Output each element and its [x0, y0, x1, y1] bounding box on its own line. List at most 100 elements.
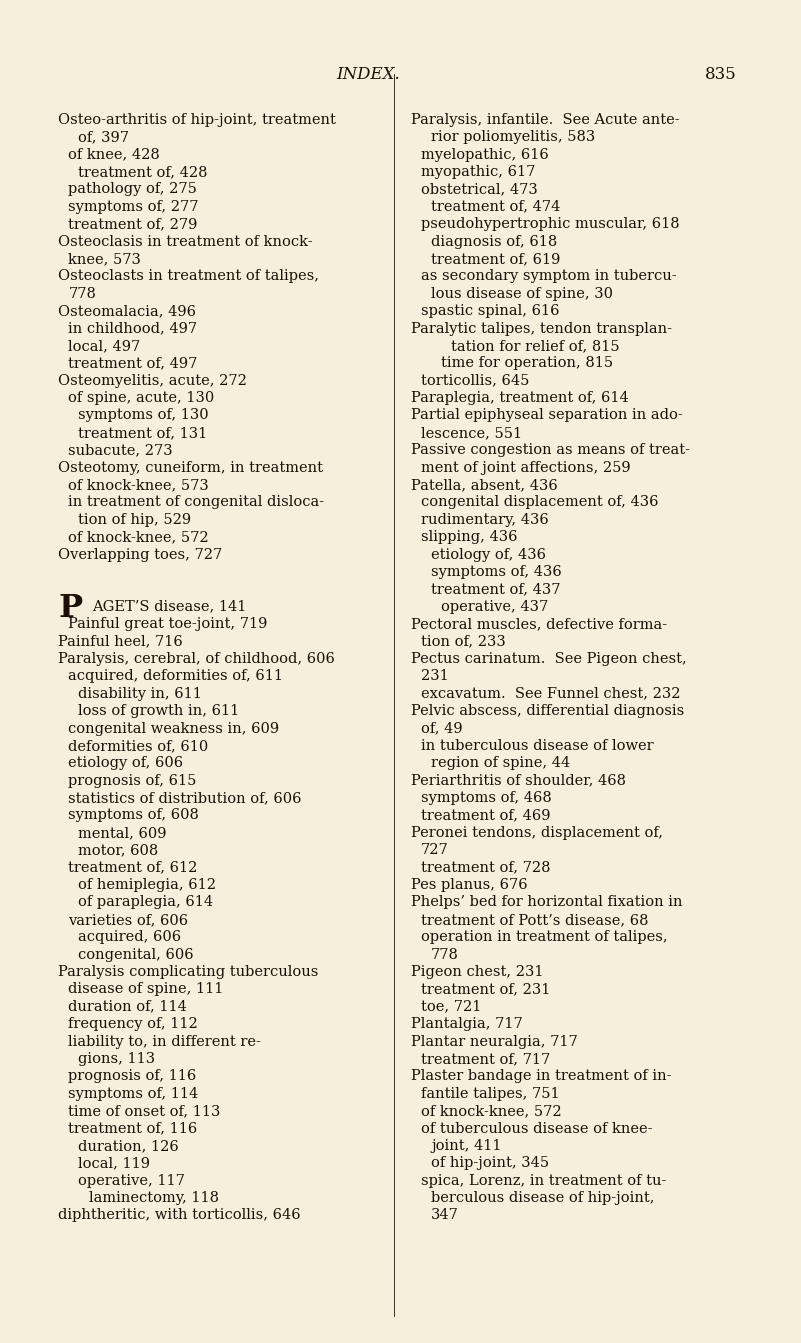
Text: Periarthritis of shoulder, 468: Periarthritis of shoulder, 468: [411, 774, 626, 788]
Text: Painful heel, 716: Painful heel, 716: [58, 635, 183, 649]
Text: etiology of, 606: etiology of, 606: [68, 756, 183, 771]
Text: myopathic, 617: myopathic, 617: [421, 165, 535, 179]
Text: torticollis, 645: torticollis, 645: [421, 373, 529, 388]
Text: congenital displacement of, 436: congenital displacement of, 436: [421, 496, 658, 509]
Text: symptoms of, 130: symptoms of, 130: [78, 408, 209, 423]
Text: treatment of, 116: treatment of, 116: [68, 1121, 198, 1136]
Text: Osteotomy, cuneiform, in treatment: Osteotomy, cuneiform, in treatment: [58, 461, 324, 474]
Text: Passive congestion as means of treat-: Passive congestion as means of treat-: [411, 443, 690, 457]
Text: symptoms of, 114: symptoms of, 114: [68, 1086, 199, 1101]
Text: knee, 573: knee, 573: [68, 252, 141, 266]
Text: Plantar neuralgia, 717: Plantar neuralgia, 717: [411, 1034, 578, 1049]
Text: pseudohypertrophic muscular, 618: pseudohypertrophic muscular, 618: [421, 218, 679, 231]
Text: of tuberculous disease of knee-: of tuberculous disease of knee-: [421, 1121, 653, 1136]
Text: 347: 347: [431, 1209, 459, 1222]
Text: toe, 721: toe, 721: [421, 999, 481, 1014]
Text: pathology of, 275: pathology of, 275: [68, 183, 197, 196]
Text: disease of spine, 111: disease of spine, 111: [68, 983, 223, 997]
Text: symptoms of, 436: symptoms of, 436: [431, 565, 562, 579]
Text: subacute, 273: subacute, 273: [68, 443, 173, 457]
Text: gions, 113: gions, 113: [78, 1052, 155, 1066]
Text: treatment of, 428: treatment of, 428: [78, 165, 208, 179]
Text: treatment of, 231: treatment of, 231: [421, 983, 550, 997]
Text: treatment of, 469: treatment of, 469: [421, 808, 550, 822]
Text: local, 119: local, 119: [78, 1156, 151, 1170]
Text: 778: 778: [68, 287, 96, 301]
Text: AGET’S disease, 141: AGET’S disease, 141: [92, 600, 247, 614]
Text: symptoms of, 468: symptoms of, 468: [421, 791, 552, 804]
Text: disability in, 611: disability in, 611: [78, 686, 203, 701]
Text: Paralysis, cerebral, of childhood, 606: Paralysis, cerebral, of childhood, 606: [58, 651, 336, 666]
Text: treatment of, 131: treatment of, 131: [78, 426, 207, 441]
Text: treatment of, 279: treatment of, 279: [68, 218, 198, 231]
Text: treatment of, 474: treatment of, 474: [431, 200, 561, 214]
Text: of, 397: of, 397: [78, 130, 130, 144]
Text: operative, 437: operative, 437: [441, 600, 548, 614]
Text: loss of growth in, 611: loss of growth in, 611: [78, 704, 239, 719]
Text: of paraplegia, 614: of paraplegia, 614: [78, 896, 214, 909]
Text: etiology of, 436: etiology of, 436: [431, 548, 546, 561]
Text: Pectoral muscles, defective forma-: Pectoral muscles, defective forma-: [411, 618, 667, 631]
Text: Paralysis complicating tuberculous: Paralysis complicating tuberculous: [58, 966, 319, 979]
Text: Phelps’ bed for horizontal fixation in: Phelps’ bed for horizontal fixation in: [411, 896, 682, 909]
Text: time of onset of, 113: time of onset of, 113: [68, 1104, 221, 1119]
Text: Osteoclasts in treatment of talipes,: Osteoclasts in treatment of talipes,: [58, 270, 320, 283]
Text: 778: 778: [431, 948, 459, 962]
Text: prognosis of, 615: prognosis of, 615: [68, 774, 197, 788]
Text: duration, 126: duration, 126: [78, 1139, 179, 1152]
Text: symptoms of, 608: symptoms of, 608: [68, 808, 199, 822]
Text: Patella, absent, 436: Patella, absent, 436: [411, 478, 557, 492]
Text: tion of, 233: tion of, 233: [421, 635, 505, 649]
Text: Paralytic talipes, tendon transplan-: Paralytic talipes, tendon transplan-: [411, 321, 672, 336]
Text: varieties of, 606: varieties of, 606: [68, 913, 188, 927]
Text: operation in treatment of talipes,: operation in treatment of talipes,: [421, 931, 667, 944]
Text: ment of joint affections, 259: ment of joint affections, 259: [421, 461, 630, 474]
Text: in tuberculous disease of lower: in tuberculous disease of lower: [421, 739, 654, 753]
Text: prognosis of, 116: prognosis of, 116: [68, 1069, 197, 1084]
Text: acquired, 606: acquired, 606: [78, 931, 182, 944]
Text: treatment of, 619: treatment of, 619: [431, 252, 561, 266]
Text: 835: 835: [705, 66, 737, 83]
Text: Painful great toe-joint, 719: Painful great toe-joint, 719: [68, 618, 268, 631]
Text: spica, Lorenz, in treatment of tu-: spica, Lorenz, in treatment of tu-: [421, 1174, 666, 1187]
Text: Pigeon chest, 231: Pigeon chest, 231: [411, 966, 543, 979]
Text: 231: 231: [421, 669, 449, 684]
Text: INDEX.: INDEX.: [336, 66, 400, 83]
Text: Plantalgia, 717: Plantalgia, 717: [411, 1017, 523, 1031]
Text: frequency of, 112: frequency of, 112: [68, 1017, 198, 1031]
Text: of knock-knee, 572: of knock-knee, 572: [421, 1104, 562, 1119]
Text: mental, 609: mental, 609: [78, 826, 167, 839]
Text: acquired, deformities of, 611: acquired, deformities of, 611: [68, 669, 284, 684]
Text: P: P: [58, 594, 83, 624]
Text: deformities of, 610: deformities of, 610: [68, 739, 209, 753]
Text: lous disease of spine, 30: lous disease of spine, 30: [431, 287, 613, 301]
Text: rudimentary, 436: rudimentary, 436: [421, 513, 549, 526]
Text: liability to, in different re-: liability to, in different re-: [68, 1034, 261, 1049]
Text: obstetrical, 473: obstetrical, 473: [421, 183, 537, 196]
Text: excavatum.  See Funnel chest, 232: excavatum. See Funnel chest, 232: [421, 686, 680, 701]
Text: time for operation, 815: time for operation, 815: [441, 356, 613, 371]
Text: of hemiplegia, 612: of hemiplegia, 612: [78, 878, 216, 892]
Text: lescence, 551: lescence, 551: [421, 426, 522, 441]
Text: berculous disease of hip-joint,: berculous disease of hip-joint,: [431, 1191, 654, 1205]
Text: spastic spinal, 616: spastic spinal, 616: [421, 304, 559, 318]
Text: treatment of, 728: treatment of, 728: [421, 861, 550, 874]
Text: fantile talipes, 751: fantile talipes, 751: [421, 1086, 560, 1101]
Text: diphtheritic, with torticollis, 646: diphtheritic, with torticollis, 646: [58, 1209, 301, 1222]
Text: slipping, 436: slipping, 436: [421, 530, 517, 544]
Text: of, 49: of, 49: [421, 721, 462, 736]
Text: of knee, 428: of knee, 428: [68, 148, 160, 161]
Text: congenital, 606: congenital, 606: [78, 948, 194, 962]
Text: in treatment of congenital disloca-: in treatment of congenital disloca-: [68, 496, 324, 509]
Text: Peronei tendons, displacement of,: Peronei tendons, displacement of,: [411, 826, 663, 839]
Text: Paralysis, infantile.  See Acute ante-: Paralysis, infantile. See Acute ante-: [411, 113, 679, 126]
Text: treatment of, 717: treatment of, 717: [421, 1052, 550, 1066]
Text: treatment of, 612: treatment of, 612: [68, 861, 198, 874]
Text: joint, 411: joint, 411: [431, 1139, 501, 1152]
Text: operative, 117: operative, 117: [78, 1174, 185, 1187]
Text: motor, 608: motor, 608: [78, 843, 159, 857]
Text: Osteoclasis in treatment of knock-: Osteoclasis in treatment of knock-: [58, 235, 313, 248]
Text: Paraplegia, treatment of, 614: Paraplegia, treatment of, 614: [411, 391, 629, 406]
Text: Overlapping toes, 727: Overlapping toes, 727: [58, 548, 223, 561]
Text: laminectomy, 118: laminectomy, 118: [89, 1191, 219, 1205]
